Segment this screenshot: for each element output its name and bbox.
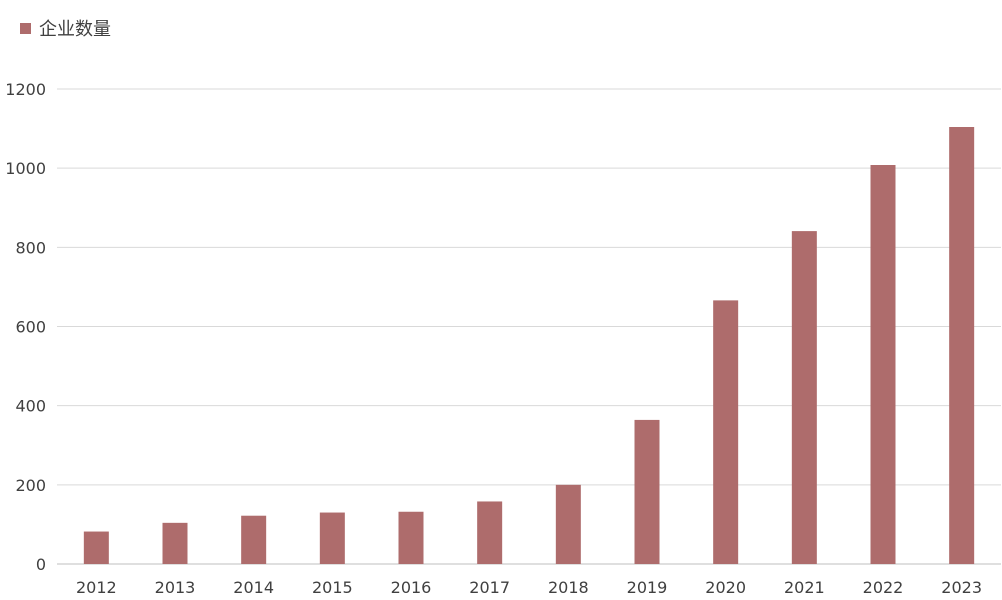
bar: [398, 511, 424, 564]
legend: 企业数量: [20, 14, 111, 42]
bar: [634, 419, 660, 564]
bar: [319, 512, 345, 564]
y-tick-label: 200: [15, 476, 46, 495]
x-tick-label: 2023: [941, 578, 982, 596]
x-tick-label: 2021: [784, 578, 825, 596]
bar: [241, 515, 267, 564]
y-tick-label: 1200: [5, 80, 46, 99]
legend-label: 企业数量: [39, 19, 111, 40]
x-tick-label: 2016: [391, 578, 432, 596]
y-tick-label: 0: [36, 555, 46, 574]
x-tick-label: 2020: [705, 578, 746, 596]
x-tick-label: 2015: [312, 578, 353, 596]
bar: [870, 165, 896, 564]
y-tick-label: 800: [15, 238, 46, 257]
x-tick-label: 2019: [627, 578, 668, 596]
x-tick-label: 2013: [155, 578, 196, 596]
y-tick-label: 400: [15, 397, 46, 416]
y-tick-label: 600: [15, 318, 46, 337]
bar: [949, 127, 975, 564]
x-tick-label: 2017: [469, 578, 510, 596]
bar: [162, 522, 188, 564]
bar: [713, 300, 739, 564]
x-tick-label: 2018: [548, 578, 589, 596]
x-tick-label: 2022: [863, 578, 904, 596]
legend-swatch: [20, 22, 31, 34]
x-tick-label: 2012: [76, 578, 117, 596]
bar: [477, 501, 503, 564]
bar: [555, 484, 581, 564]
y-tick-label: 1000: [5, 159, 46, 178]
bar: [791, 231, 817, 564]
x-tick-label: 2014: [233, 578, 274, 596]
bar: [83, 531, 109, 564]
